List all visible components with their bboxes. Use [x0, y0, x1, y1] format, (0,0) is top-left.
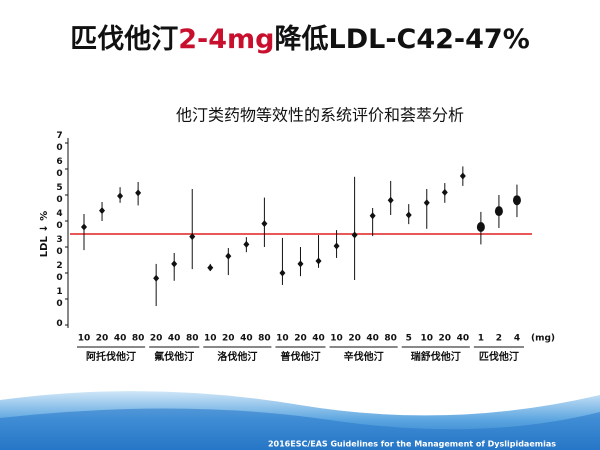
point	[243, 240, 250, 248]
title-highlight: 2-4mg	[178, 24, 274, 55]
x-tick-label: 80	[384, 334, 397, 344]
point	[369, 212, 376, 220]
x-tick-label: 80	[258, 334, 271, 344]
x-tick-label: 40	[312, 334, 325, 344]
point	[351, 231, 358, 239]
point	[333, 242, 340, 250]
x-tick-label: 1	[478, 334, 484, 344]
y-tick-label: 20	[55, 261, 65, 285]
point	[387, 196, 394, 204]
point	[405, 211, 412, 219]
x-tick-label: 40	[457, 334, 470, 344]
point	[135, 189, 142, 197]
x-tick-label: 20	[294, 334, 307, 344]
x-tick-label: 10	[78, 334, 91, 344]
x-tick-label: 40	[114, 334, 127, 344]
x-tick-label: 10	[330, 334, 343, 344]
y-tick-label: 10	[55, 287, 65, 311]
title-part: 降低LDL-C42-47%	[275, 24, 530, 55]
x-tick-label: 40	[168, 334, 181, 344]
x-tick-label: 4	[514, 334, 520, 344]
point	[207, 264, 214, 272]
x-tick-label: 40	[366, 334, 379, 344]
point	[153, 274, 160, 282]
group-label: 普伐他汀	[280, 350, 320, 363]
point	[261, 220, 268, 228]
chart-subtitle: 他汀类药物等效性的系统评价和荟萃分析	[176, 106, 464, 125]
x-tick-label: 20	[222, 334, 235, 344]
footer-source: 2016ESC/EAS Guidelines for the Managemen…	[268, 440, 556, 449]
point	[315, 257, 322, 265]
x-tick-label: 10	[420, 334, 433, 344]
point	[459, 172, 466, 180]
y-axis-label: LDL ↓ %	[39, 211, 50, 257]
x-tick-label: 20	[150, 334, 163, 344]
point	[225, 252, 232, 260]
x-tick-label: 5	[406, 334, 412, 344]
point	[81, 223, 87, 231]
point	[494, 206, 503, 217]
point	[189, 233, 196, 241]
x-tick-label: 20	[439, 334, 452, 344]
x-tick-label: 40	[240, 334, 253, 344]
point	[423, 199, 430, 207]
point	[279, 269, 286, 277]
point	[441, 188, 448, 196]
slide-title: 匹伐他汀2-4mg降低LDL-C42-47%	[70, 24, 530, 55]
x-tick-label: 80	[132, 334, 145, 344]
x-tick-label: 10	[276, 334, 289, 344]
group-label: 瑞舒伐他汀	[411, 350, 461, 363]
point	[171, 260, 178, 268]
x-tick-label: 10	[204, 334, 217, 344]
y-tick-label: 0	[55, 319, 65, 331]
y-tick-label: 50	[55, 183, 65, 207]
group-label: 匹伐他汀	[479, 350, 519, 363]
group-label: 洛伐他汀	[217, 350, 257, 363]
x-tick-label: 2	[496, 334, 502, 344]
x-tick-label: 20	[348, 334, 361, 344]
point	[117, 192, 124, 200]
x-unit: (mg)	[531, 334, 555, 344]
point	[512, 195, 521, 206]
group-label: 氟伐他汀	[154, 350, 194, 363]
footer-wave	[0, 408, 600, 450]
x-tick-label: 80	[186, 334, 199, 344]
x-tick-label: 20	[96, 334, 109, 344]
point	[99, 207, 106, 215]
group-label: 辛伐他汀	[344, 350, 384, 363]
y-tick-label: 60	[55, 157, 65, 181]
y-tick-label: 30	[55, 235, 65, 259]
title-part: 匹伐他汀	[70, 24, 178, 55]
y-tick-label: 40	[55, 209, 65, 233]
y-tick-label: 70	[55, 131, 65, 155]
point	[297, 260, 304, 268]
group-label: 阿托伐他汀	[86, 350, 136, 363]
point	[476, 221, 485, 232]
